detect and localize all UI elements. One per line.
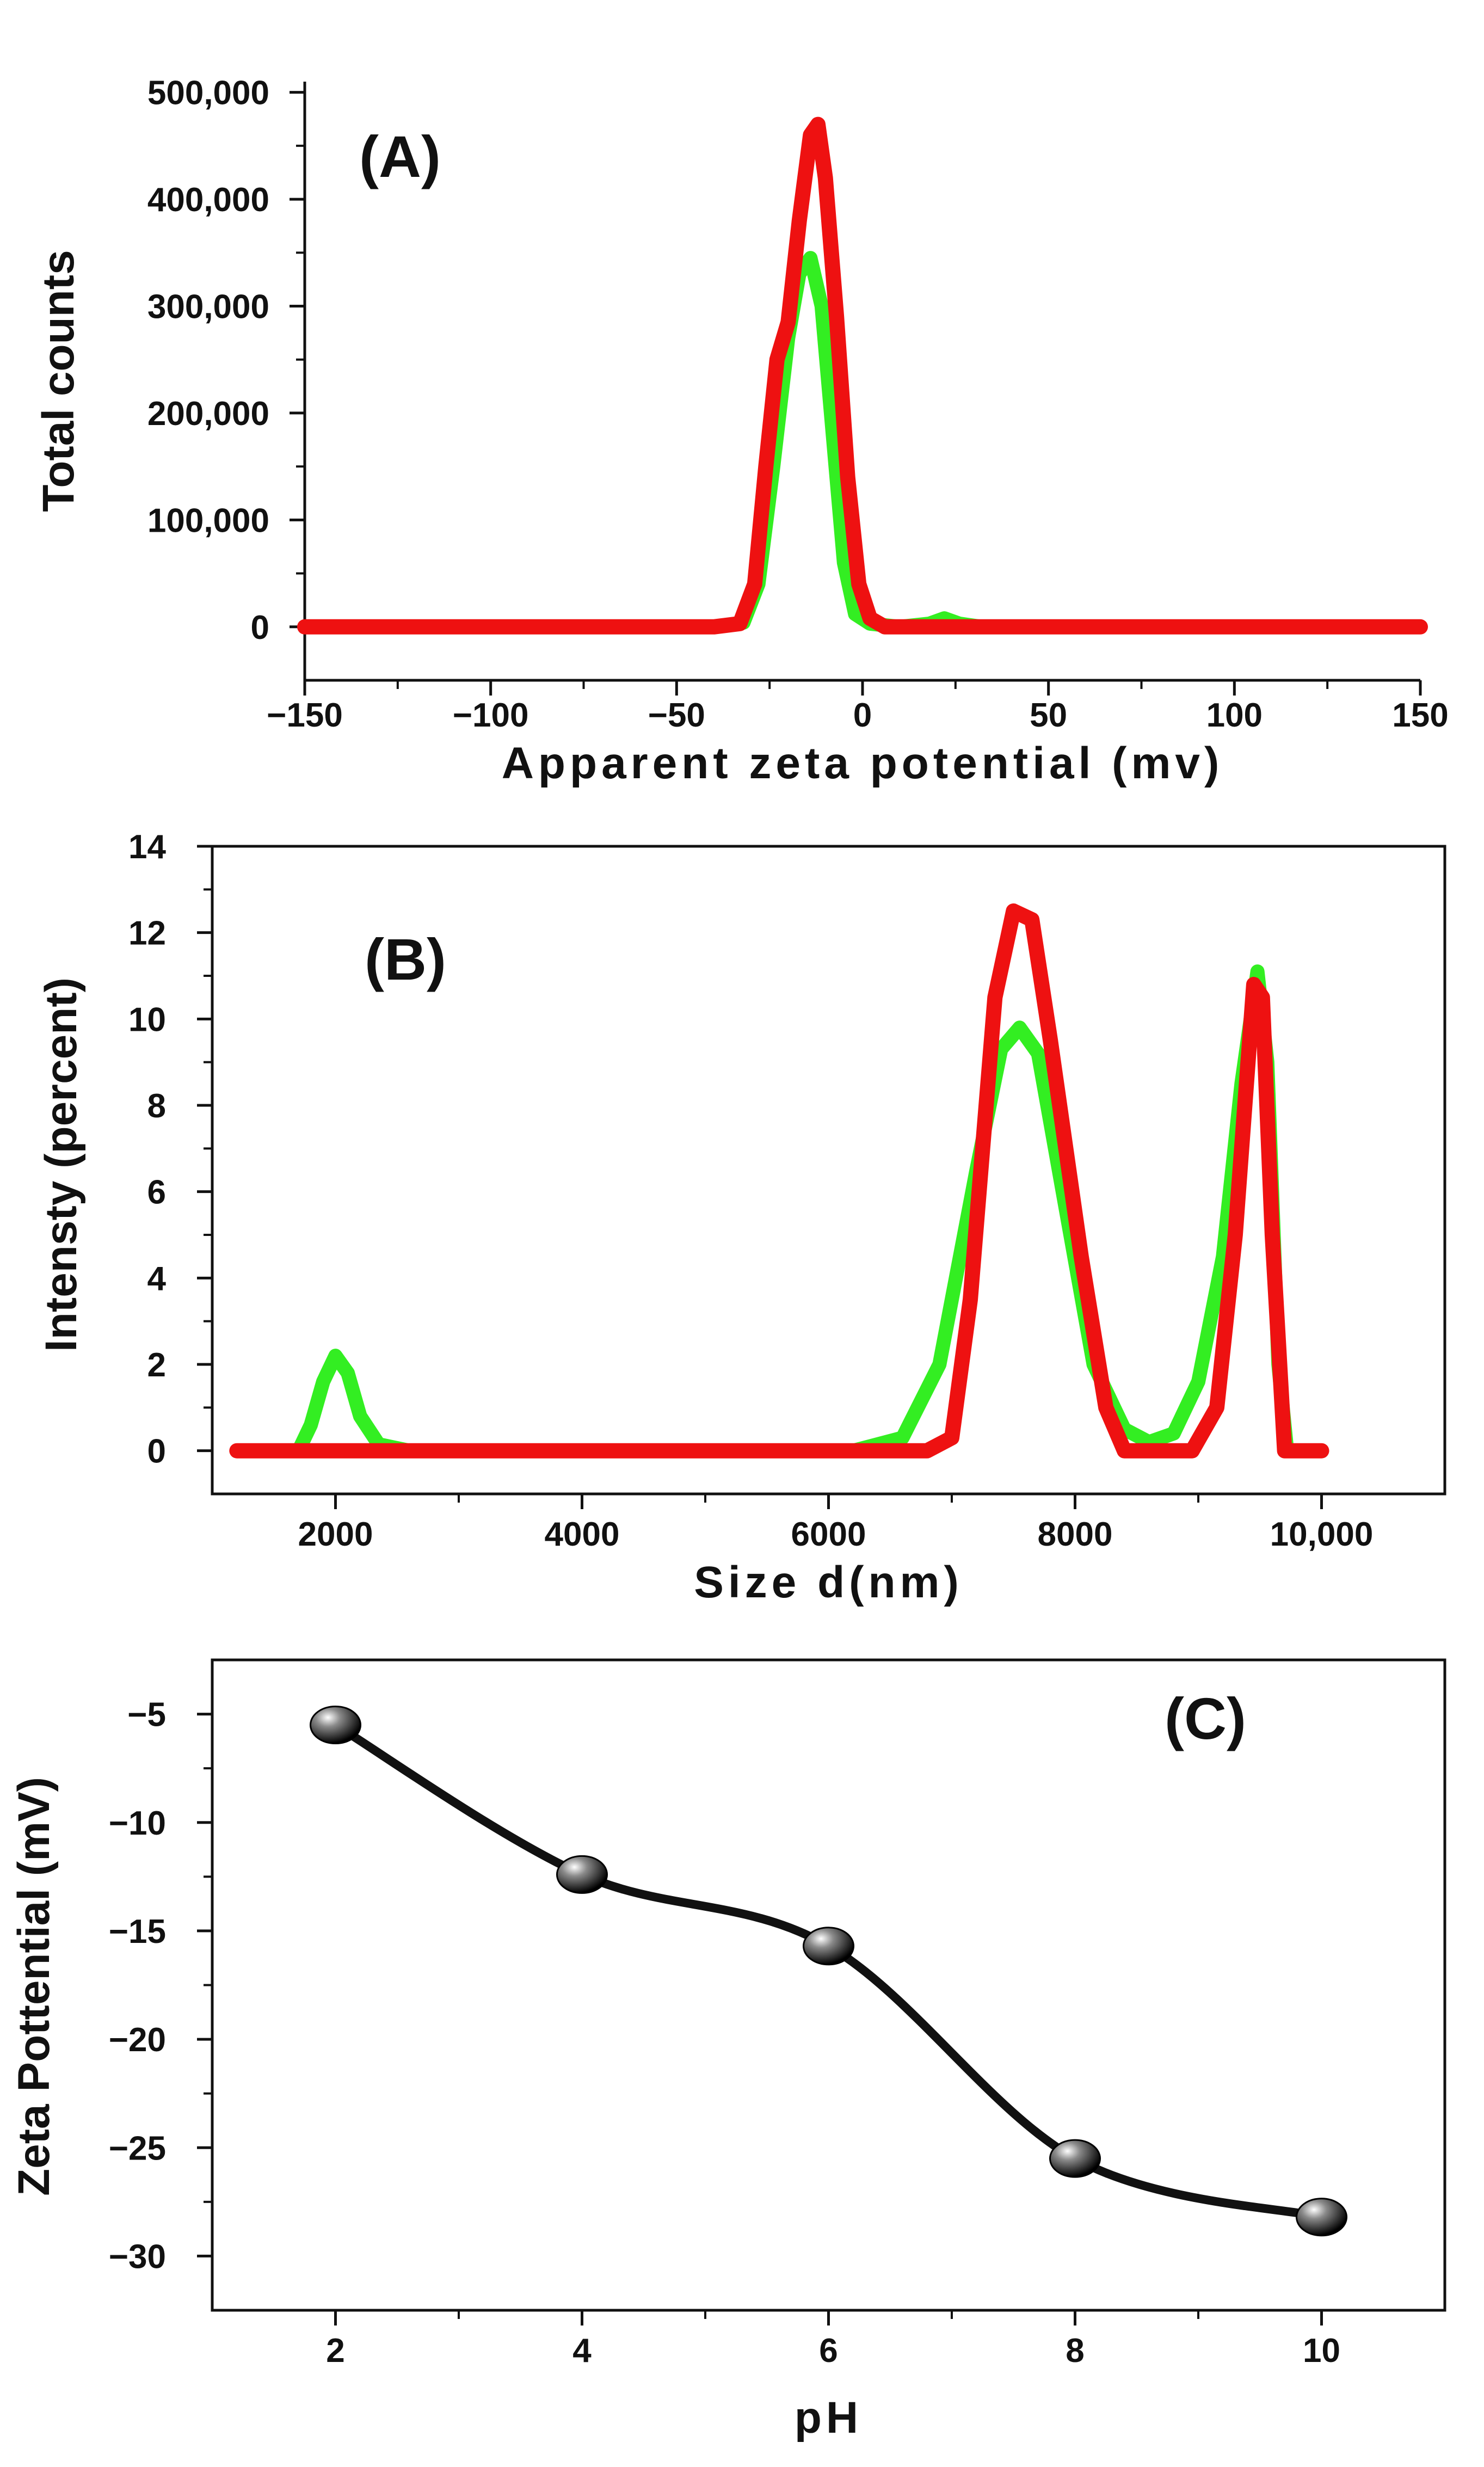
y-axis-title: Zeta Pottential (mV) [9,1777,59,2196]
y-tick-label: 4 [147,1260,167,1297]
y-tick-label: 100,000 [147,502,269,539]
x-tick-label: 6000 [791,1516,866,1553]
x-axis-title: Apparent zeta potential (mv) [502,739,1224,788]
y-tick-label: 400,000 [147,181,269,219]
data-point [310,1706,361,1744]
data-point [803,1927,854,1966]
y-tick-label: 300,000 [147,288,269,326]
x-tick-label: 2000 [298,1516,373,1553]
series-line-zeta [331,1720,1326,2222]
y-tick-label: 14 [128,828,166,866]
y-tick-label: 12 [128,915,166,952]
panel-c-zeta-vs-ph-chart: 2 4 6 8 10 −5 −10 −15 −20 −25 −30 pH Zeta Pottential… [9,1658,1446,2443]
x-tick-label: −100 [453,697,529,734]
x-tick-label: 6 [819,2332,838,2370]
x-tick-label: 100 [1206,697,1263,734]
series-line-red [297,116,1428,635]
y-tick-label: 200,000 [147,395,269,433]
panel-label: (A) [359,124,441,189]
x-axis-title: pH [795,2393,863,2443]
x-tick-label: 4 [572,2332,592,2370]
y-axis-title: Intensty (percent) [36,977,86,1352]
x-tick-label: 10,000 [1270,1516,1374,1553]
series-line-green [291,964,1295,1458]
x-tick-label: −50 [648,697,705,734]
y-axis-title: Total counts [34,250,83,512]
y-tick-label: 10 [128,1001,166,1038]
y-tick-label: 0 [251,609,269,647]
y-tick-label: −5 [127,1696,166,1734]
y-tick-label: 500,000 [147,75,269,112]
y-tick-label: −20 [109,2021,166,2059]
y-tick-label: −10 [109,1805,166,1842]
x-tick-label: 150 [1392,697,1448,734]
x-tick-label: 4000 [545,1516,620,1553]
x-tick-label: 10 [1303,2332,1340,2370]
data-point [1296,2198,1347,2237]
y-tick-label: 8 [147,1087,166,1125]
x-tick-label: 8 [1066,2332,1084,2370]
series-line-red [229,903,1329,1459]
y-tick-label: 2 [147,1346,166,1384]
y-tick-label: −15 [109,1913,166,1951]
x-tick-label: 50 [1030,697,1067,734]
panel-label: (C) [1165,1685,1246,1751]
data-point [556,1855,608,1894]
x-tick-label: −150 [267,697,343,734]
y-tick-label: −25 [109,2130,166,2167]
x-axis-title: Size d(nm) [694,1558,963,1607]
data-point [1049,2139,1101,2178]
x-tick-label: 0 [853,697,872,734]
panel-label: (B) [365,926,446,992]
y-tick-label: −30 [109,2238,166,2275]
panel-a-zeta-potential-chart: −150 −100 −50 0 50 100 150 0 100,000 200,000 300,0… [34,75,1449,788]
panel-b-size-distribution-chart: 2000 4000 6000 8000 10,000 0 2 4 6 8 10 12 14 Size d(… [36,828,1446,1607]
plot-frame [211,1658,1446,2312]
x-tick-label: 2 [326,2332,344,2370]
x-tick-label: 8000 [1038,1516,1113,1553]
y-tick-label: 6 [147,1174,166,1211]
y-tick-label: 0 [147,1433,166,1471]
